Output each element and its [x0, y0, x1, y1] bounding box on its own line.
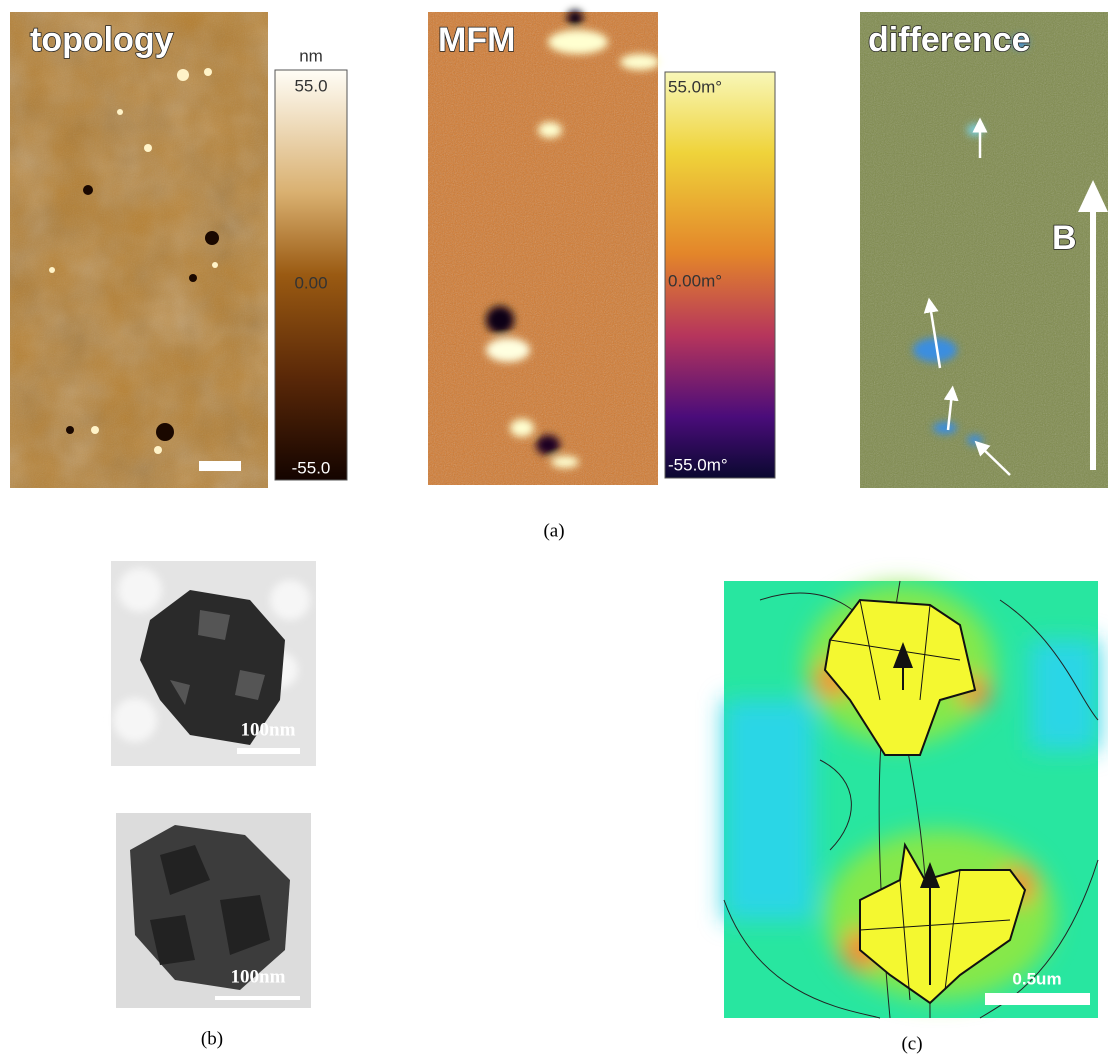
topology-panel: topology nm 55.0 0.00 -55.0	[10, 12, 347, 488]
texture	[428, 12, 658, 485]
scale-bar-label: 100nm	[231, 966, 286, 987]
mfm-panel: MFM 55.0m° 0.00m° -55.0m°	[428, 10, 775, 485]
scale-bar	[199, 461, 241, 471]
image-title: MFM	[438, 21, 515, 59]
colorbar-tick: 0.00	[294, 273, 327, 292]
scale-bar-label: 100nm	[241, 719, 296, 740]
scale-bar	[985, 993, 1090, 1005]
image-title: difference	[868, 21, 1031, 59]
colorbar-unit: nm	[299, 46, 323, 65]
texture	[10, 12, 268, 488]
colorbar-tick: 55.0	[294, 76, 327, 95]
scale-bar-label: 0.5um	[1012, 969, 1061, 988]
panel-label: (a)	[543, 520, 564, 541]
figure: topology nm 55.0 0.00 -55.0 MFM 55.0m° 0…	[0, 0, 1108, 1055]
image-title: topology	[30, 21, 174, 59]
colorbar-tick: -55.0	[292, 458, 331, 477]
difference-panel: difference B	[860, 12, 1108, 488]
tem-image-1: 100nm	[111, 561, 316, 766]
colorbar-tick: -55.0m°	[668, 455, 728, 474]
panel-label: (b)	[201, 1028, 223, 1049]
colorbar-tick: 0.00m°	[668, 271, 722, 290]
simulation-panel: 0.5um	[724, 581, 1098, 1018]
panel-label: (c)	[901, 1033, 922, 1054]
colorbar-tick: 55.0m°	[668, 77, 722, 96]
tem-image-2: 100nm	[116, 813, 311, 1008]
field-label: B	[1052, 219, 1077, 257]
